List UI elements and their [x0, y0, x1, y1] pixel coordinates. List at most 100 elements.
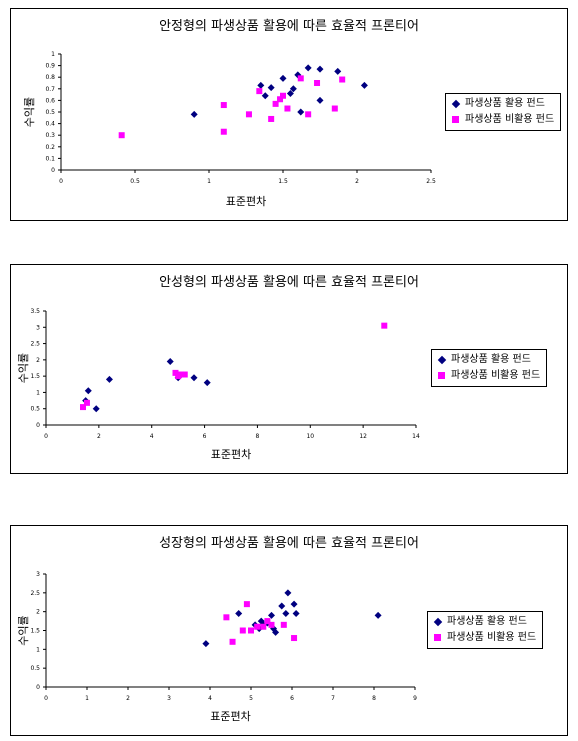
legend-label: 파생상품 활용 펀드 — [451, 354, 531, 365]
data-point-square — [248, 627, 254, 634]
chart-title: 안성형의 파생상품 활용에 따른 효율적 프론티어 — [159, 275, 419, 290]
data-point-square — [260, 623, 267, 630]
data-point-diamond — [304, 64, 312, 72]
y-tick-label: 2 — [36, 609, 40, 616]
x-tick-label: 7 — [331, 695, 335, 702]
y-tick-label: 0.2 — [45, 144, 55, 151]
legend: 파생상품 활용 펀드 파생상품 비활용 펀드 — [427, 611, 544, 649]
data-point-square — [284, 105, 291, 112]
data-point-diamond — [202, 640, 210, 648]
data-point-square — [239, 627, 246, 634]
x-tick-label: 5 — [249, 695, 253, 702]
data-point-square — [297, 75, 304, 82]
data-point-diamond — [190, 374, 198, 382]
data-point-square — [339, 76, 346, 83]
y-tick-label: 0 — [36, 684, 40, 691]
legend-label: 파생상품 활용 펀드 — [447, 616, 527, 627]
data-point-diamond — [292, 610, 300, 618]
x-tick-label: 12 — [359, 433, 367, 440]
data-point-diamond — [297, 108, 305, 116]
data-point-diamond — [272, 628, 280, 636]
data-point-diamond — [374, 611, 382, 619]
y-tick-label: 3.5 — [30, 308, 40, 315]
legend-label: 파생상품 활용 펀드 — [465, 98, 545, 109]
data-point-square — [291, 635, 298, 642]
data-point-diamond — [257, 81, 265, 89]
x-tick-label: 6 — [203, 433, 207, 440]
x-tick-label: 1 — [85, 695, 89, 702]
data-point-square — [268, 115, 275, 122]
legend-label: 파생상품 비활용 펀드 — [465, 114, 555, 125]
y-tick-label: 0.5 — [45, 109, 55, 116]
y-axis-label: 수익률 — [23, 97, 36, 127]
data-point-square — [175, 373, 182, 380]
scatter-plot: 0 0.1 0.2 0.3 0.4 0.5 0.6 0.7 0.8 0.9 1 0 0.5 1 1.5 2 2.… — [23, 51, 436, 208]
data-point-diamond — [105, 375, 113, 383]
data-point-diamond — [268, 611, 275, 619]
data-point-square — [272, 100, 279, 107]
data-point-diamond — [360, 81, 368, 89]
data-point-diamond — [289, 85, 297, 93]
data-point-diamond — [284, 589, 292, 597]
data-point-square — [254, 623, 261, 630]
data-point-square — [229, 638, 236, 645]
x-tick-label: 1.5 — [278, 178, 288, 185]
data-point-diamond — [190, 110, 198, 118]
y-tick-label: 1.5 — [30, 628, 40, 635]
chart-title: 성장형의 파생상품 활용에 따른 효율적 프론티어 — [159, 536, 419, 551]
y-tick-label: 1 — [36, 646, 40, 653]
x-tick-label: 10 — [306, 433, 314, 440]
data-point-square — [243, 601, 250, 608]
x-tick-label: 4 — [208, 695, 212, 702]
data-point-diamond — [235, 610, 243, 618]
data-point-square — [181, 371, 188, 378]
y-tick-label: 1 — [36, 389, 40, 396]
x-tick-label: 8 — [256, 433, 260, 440]
x-axis-label: 표준편차 — [226, 195, 266, 208]
y-tick-label: 0.4 — [45, 121, 55, 128]
y-tick-label: 0.6 — [45, 97, 55, 104]
x-tick-label: 9 — [413, 695, 417, 702]
data-point-square — [172, 369, 179, 376]
y-tick-label: 0 — [51, 167, 55, 174]
y-tick-label: 1.5 — [30, 373, 40, 380]
data-point-diamond — [261, 92, 269, 100]
scatter-plot: 0 0.5 1 1.5 2 2.5 3 0 1 2 3 4 5 6 7 8 9 표준편차 수익률 — [17, 571, 417, 723]
data-point-square — [80, 404, 86, 411]
x-tick-label: 8 — [372, 695, 376, 702]
y-axis-label: 수익률 — [17, 353, 30, 383]
x-tick-label: 0 — [44, 433, 48, 440]
data-point-diamond — [334, 67, 342, 75]
data-point-square — [220, 102, 227, 109]
data-point-square — [305, 111, 312, 118]
chart-title: 안정형의 파생상품 활용에 따른 효율적 프론티어 — [159, 19, 419, 34]
x-tick-label: 2 — [126, 695, 130, 702]
legend-diamond-marker — [450, 99, 462, 109]
data-point-square — [381, 322, 388, 329]
x-tick-label: 2 — [355, 178, 359, 185]
legend-diamond-marker — [432, 617, 444, 627]
data-point-diamond — [282, 610, 290, 618]
x-axis-label: 표준편차 — [211, 448, 251, 461]
legend: 파생상품 활용 펀드 파생상품 비활용 펀드 — [431, 349, 548, 387]
y-tick-label: 0.5 — [30, 406, 40, 413]
data-point-square — [118, 132, 125, 139]
y-tick-label: 0.7 — [45, 86, 55, 93]
y-tick-label: 3 — [36, 571, 40, 578]
y-axis-label: 수익률 — [17, 615, 30, 645]
data-point-diamond — [166, 357, 174, 365]
x-tick-label: 0.5 — [130, 178, 140, 185]
data-point-square — [277, 96, 284, 103]
data-point-square — [220, 128, 227, 135]
scatter-plot: 0 0.5 1 1.5 2 2.5 3 3.5 0 2 4 6 8 10 12 14 표준편차 수익률 — [17, 308, 420, 461]
legend-label: 파생상품 비활용 펀드 — [447, 632, 537, 643]
y-tick-label: 0 — [36, 422, 40, 429]
data-point-diamond — [267, 84, 275, 92]
data-point-square — [245, 111, 252, 118]
data-point-square — [264, 618, 271, 625]
x-tick-label: 0 — [59, 178, 63, 185]
data-point-square — [314, 80, 321, 86]
chart-panel-balanced: 안성형의 파생상품 활용에 따른 효율적 프론티어 0 0.5 1 1.5 2 2.5 3 3… — [10, 264, 568, 474]
legend-square-marker — [436, 371, 448, 381]
y-tick-label: 1 — [51, 51, 55, 58]
